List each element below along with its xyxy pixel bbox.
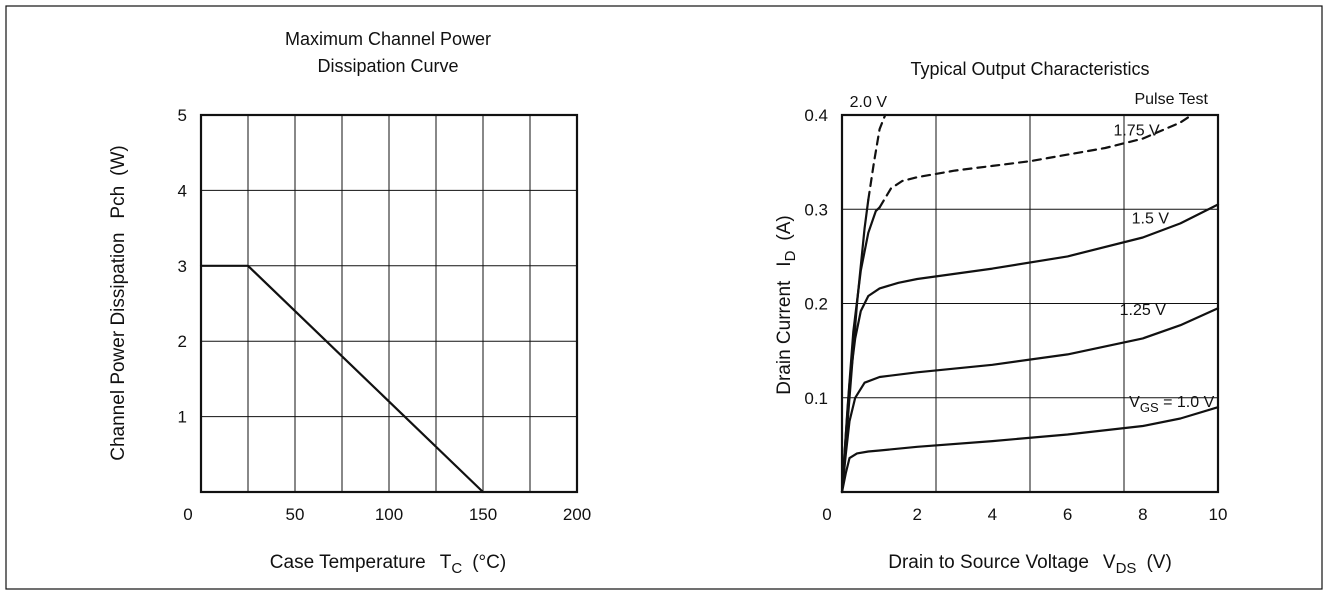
chart1-ylabel-symbol: Pch (108, 186, 129, 219)
chart1-series-0-line (199, 264, 485, 494)
chart2-x-tick-label: 8 (1138, 505, 1147, 524)
chart1-x-tick-label: 0 (183, 505, 192, 524)
chart2-plot-area (840, 113, 1220, 494)
chart2-xlabel-text: Drain to Source Voltage (888, 552, 1089, 573)
chart2-series-2-0-V-line (840, 198, 870, 494)
output-characteristics-chart: Typical Output Characteristics Pulse Tes… (774, 59, 1227, 577)
chart2-curves (840, 113, 1220, 494)
chart2-ylabel-text: Drain Current (774, 280, 795, 395)
chart2-series-1-25-V-line (840, 307, 1220, 494)
chart2-y-tick-label: 0.4 (804, 106, 828, 125)
chart2-ylabel-sub: D (782, 250, 799, 261)
chart2-annotation: Pulse Test (1134, 91, 1208, 108)
chart1-plot-area (199, 113, 579, 494)
chart2-y-tick-label: 0.1 (804, 389, 828, 408)
chart1-x-axis-label: Case Temperature TC (°C) (270, 552, 506, 577)
chart1-xlabel-symbol: T (440, 552, 452, 573)
chart1-y-tick-label: 3 (178, 257, 187, 276)
chart2-y-tick-label: 0.2 (804, 295, 828, 314)
chart2-title: Typical Output Characteristics (910, 59, 1149, 79)
chart1-xlabel-unit: (°C) (472, 552, 506, 573)
chart2-series-label-1-5-V: 1.5 V (1132, 210, 1170, 227)
chart2-xlabel-unit: (V) (1146, 552, 1171, 573)
chart2-y-tick-label: 0.3 (804, 200, 828, 219)
chart1-y-tick-label: 2 (178, 332, 187, 351)
chart1-ylabel-text: Channel Power Dissipation (108, 233, 129, 461)
chart2-series-label-1-25-V: 1.25 V (1120, 302, 1167, 319)
chart2-x-tick-label: 2 (912, 505, 921, 524)
chart2-series-1-75-V-line (840, 206, 881, 494)
chart2-series-label-1-75-V: 1.75 V (1113, 123, 1160, 140)
chart1-grid (201, 115, 577, 492)
chart1-y-tick-label: 4 (178, 181, 187, 200)
chart2-ylabel-symbol: I (774, 261, 795, 266)
chart1-tick-labels: 0 50 100 150 200 1 2 3 4 5 (178, 106, 592, 524)
chart2-curve-labels: VGS = 1.0 V 1.25 V 1.5 V 1.75 V 2.0 V (850, 94, 1215, 415)
chart2-x-tick-label: 0 (822, 505, 831, 524)
chart2-x-tick-label: 10 (1209, 505, 1228, 524)
chart2-series-label-2-0-V: 2.0 V (850, 94, 888, 111)
chart1-xlabel-text: Case Temperature (270, 552, 426, 573)
chart1-curves (199, 264, 485, 494)
chart1-y-tick-label: 1 (178, 408, 187, 427)
chart2-x-tick-label: 4 (988, 505, 997, 524)
chart1-title-line2: Dissipation Curve (317, 56, 458, 76)
chart1-y-tick-label: 5 (178, 106, 187, 125)
chart2-y-axis-label: Drain Current ID (A) (774, 215, 799, 395)
chart1-x-tick-label: 150 (469, 505, 497, 524)
chart2-x-tick-label: 6 (1063, 505, 1072, 524)
power-dissipation-chart: Maximum Channel Power Dissipation Curve … (108, 29, 591, 577)
chart2-x-axis-label: Drain to Source Voltage VDS (V) (888, 552, 1172, 577)
chart2-series-1-75-V-dashed-line (878, 113, 1193, 209)
chart2-xlabel-symbol: V (1103, 552, 1116, 573)
outer-frame (5, 5, 1323, 590)
chart1-title-line1: Maximum Channel Power (285, 29, 491, 49)
chart2-xlabel-sub: DS (1116, 560, 1137, 577)
chart1-y-axis-label: Channel Power Dissipation Pch (W) (108, 145, 129, 460)
chart2-series-label-1-0-V: VGS = 1.0 V (1129, 394, 1214, 415)
chart2-series-1-0-V-line (840, 406, 1220, 494)
chart2-tick-labels: 0 2 4 6 8 10 0.1 0.2 0.3 0.4 (804, 106, 1227, 524)
chart1-x-tick-label: 50 (286, 505, 305, 524)
chart2-ylabel-unit: (A) (774, 215, 795, 240)
chart1-x-tick-label: 200 (563, 505, 591, 524)
chart1-xlabel-sub: C (451, 560, 462, 577)
chart1-x-tick-label: 100 (375, 505, 403, 524)
chart2-series-2-0-V-dashed-line (867, 113, 887, 201)
chart1-ylabel-unit: (W) (108, 145, 129, 176)
